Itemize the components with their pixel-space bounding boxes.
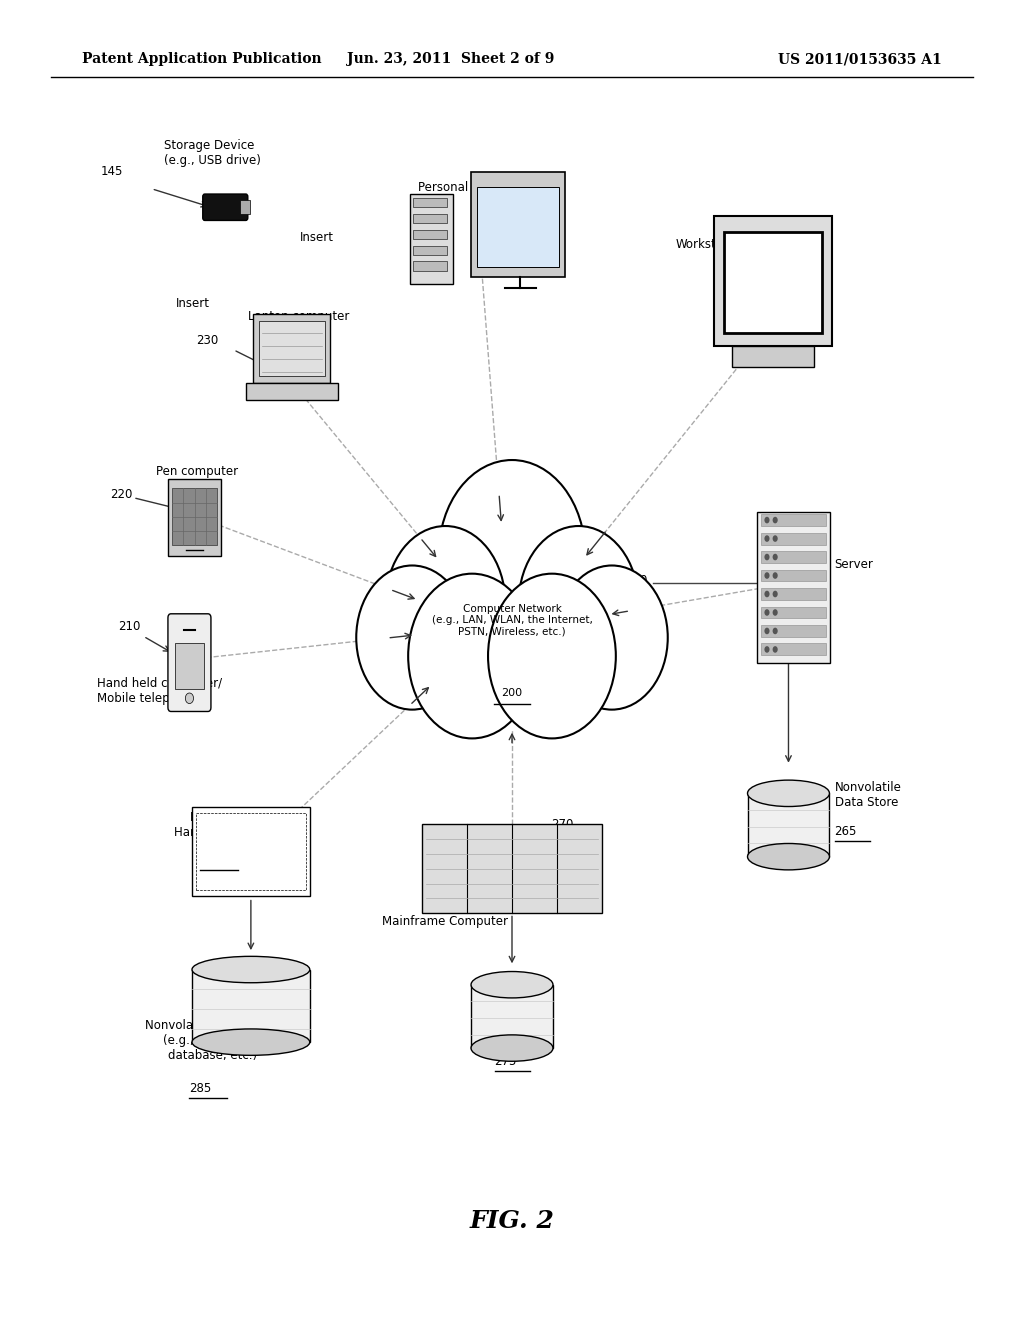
Circle shape <box>773 591 778 598</box>
Circle shape <box>773 573 778 578</box>
Text: US 2011/0153635 A1: US 2011/0153635 A1 <box>778 53 942 66</box>
Circle shape <box>185 693 194 704</box>
Bar <box>253 314 330 383</box>
Circle shape <box>764 573 770 578</box>
Circle shape <box>773 517 778 523</box>
Bar <box>413 246 447 255</box>
Text: 275: 275 <box>495 1055 517 1068</box>
Text: Hand held computer/
Mobile telephone: Hand held computer/ Mobile telephone <box>97 677 222 705</box>
Bar <box>757 511 830 663</box>
Text: 145: 145 <box>100 165 123 178</box>
Circle shape <box>764 609 770 615</box>
Circle shape <box>773 627 778 634</box>
Bar <box>732 346 814 367</box>
Bar <box>471 172 565 277</box>
Text: Laptop computer: Laptop computer <box>248 310 349 323</box>
Text: Personal Computer: Personal Computer <box>418 181 530 194</box>
Bar <box>761 606 826 618</box>
Bar <box>168 479 221 556</box>
Bar <box>715 216 831 346</box>
Circle shape <box>764 645 770 652</box>
Circle shape <box>356 565 468 710</box>
Bar <box>197 813 305 890</box>
Circle shape <box>438 459 586 648</box>
Text: 285: 285 <box>189 1082 212 1096</box>
Bar <box>761 552 826 562</box>
Circle shape <box>385 525 506 681</box>
Bar <box>413 261 447 271</box>
Text: 240: 240 <box>722 261 744 275</box>
Circle shape <box>773 536 778 541</box>
Bar <box>477 187 559 267</box>
Bar <box>413 198 447 207</box>
Circle shape <box>773 645 778 652</box>
Text: 270: 270 <box>551 818 573 832</box>
Text: Computer Network
(e.g., LAN, WLAN, the Internet,
PSTN, Wireless, etc.): Computer Network (e.g., LAN, WLAN, the I… <box>431 603 593 638</box>
Circle shape <box>488 574 615 738</box>
Bar <box>172 488 217 545</box>
Bar <box>246 383 338 400</box>
Circle shape <box>764 517 770 523</box>
Text: 230: 230 <box>197 334 219 347</box>
Bar <box>761 532 826 544</box>
Circle shape <box>773 609 778 615</box>
Text: 210: 210 <box>118 620 140 634</box>
Bar <box>422 824 601 913</box>
Ellipse shape <box>748 843 829 870</box>
Text: Insert: Insert <box>176 297 210 310</box>
Circle shape <box>764 627 770 634</box>
Text: Nonvolatile
Data Store: Nonvolatile Data Store <box>471 1012 538 1041</box>
Text: 220: 220 <box>111 488 133 502</box>
Text: Nonvolatile Data Store
(e.g., hard drive,
database, etc.): Nonvolatile Data Store (e.g., hard drive… <box>145 1019 280 1063</box>
Text: 250: 250 <box>535 224 557 238</box>
Text: 200: 200 <box>502 688 522 698</box>
Text: Server: Server <box>835 558 873 572</box>
Ellipse shape <box>471 1035 553 1061</box>
Bar <box>761 513 826 525</box>
Ellipse shape <box>193 1030 309 1056</box>
Bar <box>761 643 826 655</box>
Text: Mainframe Computer: Mainframe Computer <box>382 915 508 928</box>
Circle shape <box>556 565 668 710</box>
Bar <box>761 570 826 581</box>
Text: Jun. 23, 2011  Sheet 2 of 9: Jun. 23, 2011 Sheet 2 of 9 <box>347 53 554 66</box>
Circle shape <box>518 525 639 681</box>
Text: Workstation: Workstation <box>676 238 746 251</box>
FancyBboxPatch shape <box>203 194 248 220</box>
Bar <box>410 194 453 284</box>
Text: Nonvolatile
Data Store: Nonvolatile Data Store <box>835 780 901 809</box>
Circle shape <box>773 554 778 561</box>
Bar <box>240 201 250 214</box>
Text: Patent Application Publication: Patent Application Publication <box>82 53 322 66</box>
Bar <box>193 969 309 1043</box>
Text: Pen computer: Pen computer <box>156 465 238 478</box>
Text: FIG. 2: FIG. 2 <box>470 1209 554 1233</box>
Circle shape <box>409 574 536 738</box>
Text: Storage Device
(e.g., USB drive): Storage Device (e.g., USB drive) <box>164 139 261 168</box>
Text: 265: 265 <box>835 825 857 838</box>
Bar <box>258 321 325 376</box>
Circle shape <box>764 536 770 541</box>
Bar <box>413 230 447 239</box>
Text: 280: 280 <box>200 854 222 867</box>
Bar <box>748 793 829 857</box>
Circle shape <box>764 554 770 561</box>
Bar <box>175 643 204 689</box>
Text: 260: 260 <box>625 574 647 587</box>
Circle shape <box>764 591 770 598</box>
Bar <box>193 807 309 896</box>
Ellipse shape <box>748 780 829 807</box>
Bar <box>413 214 447 223</box>
Bar <box>725 232 821 333</box>
Text: Information
Handling System: Information Handling System <box>174 810 274 840</box>
Text: Insert: Insert <box>300 231 334 244</box>
Bar <box>761 589 826 599</box>
Bar <box>471 985 553 1048</box>
Bar <box>761 624 826 636</box>
FancyBboxPatch shape <box>168 614 211 711</box>
Ellipse shape <box>471 972 553 998</box>
Ellipse shape <box>193 957 309 982</box>
